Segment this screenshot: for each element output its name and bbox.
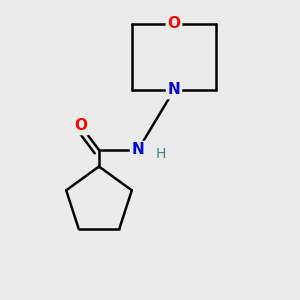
Text: H: H: [155, 148, 166, 161]
Text: O: O: [74, 118, 88, 134]
Text: O: O: [167, 16, 181, 32]
Text: N: N: [168, 82, 180, 98]
Text: N: N: [132, 142, 144, 158]
